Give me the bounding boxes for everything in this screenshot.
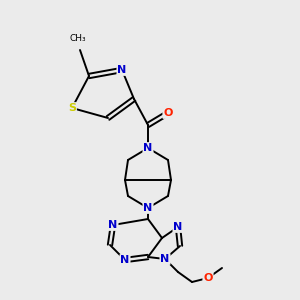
Text: N: N [173,222,183,232]
Text: CH₃: CH₃ [70,34,86,43]
Text: O: O [163,108,173,118]
Text: N: N [117,65,127,75]
Text: N: N [108,220,118,230]
Text: N: N [143,143,153,153]
Text: N: N [143,203,153,213]
Text: S: S [68,103,76,113]
Text: N: N [120,255,130,265]
Text: O: O [203,273,213,283]
Text: N: N [160,254,169,264]
